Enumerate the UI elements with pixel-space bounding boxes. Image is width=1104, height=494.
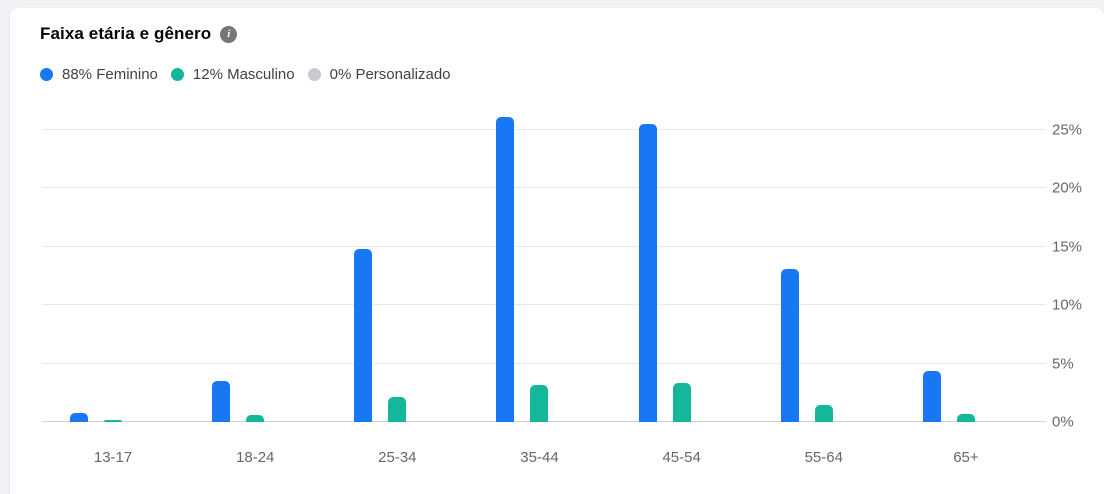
x-tick-label-18-24: 18-24: [236, 449, 275, 466]
legend-dot-personalizado: [307, 68, 321, 81]
bar-feminino-25-34[interactable]: [354, 249, 373, 422]
bar-masculino-13-17[interactable]: [104, 420, 123, 422]
bar-feminino-35-44[interactable]: [496, 117, 515, 422]
bar-group-65+[interactable]: [895, 100, 1037, 422]
bar-group-25-34[interactable]: [326, 100, 468, 422]
bar-feminino-13-17[interactable]: [70, 412, 89, 422]
x-tick-label-55-64: 55-64: [804, 449, 843, 466]
y-tick-label-20: 20%: [1052, 179, 1083, 197]
chart-title: Faixa etária e gênero: [40, 24, 212, 43]
legend-dot-feminino: [40, 68, 53, 81]
y-tick-label-10: 10%: [1052, 296, 1083, 314]
bar-masculino-45-54[interactable]: [672, 383, 691, 422]
x-tick-label-13-17: 13-17: [93, 449, 133, 466]
gridline-15: [42, 245, 1046, 247]
bar-masculino-18-24[interactable]: [246, 415, 265, 422]
legend-item-feminino: 88% Feminino: [40, 66, 158, 83]
legend-dot-masculino: [170, 68, 184, 81]
bar-group-45-54[interactable]: [611, 100, 753, 422]
bar-group-18-24[interactable]: [184, 100, 326, 422]
bar-masculino-35-44[interactable]: [530, 384, 549, 422]
gridline-5: [42, 362, 1046, 364]
bar-group-13-17[interactable]: [42, 100, 184, 422]
chart-header: Faixa etária e gênero i: [40, 24, 238, 44]
bar-feminino-45-54[interactable]: [638, 124, 657, 422]
x-tick-label-45-54: 45-54: [662, 449, 701, 466]
bar-masculino-25-34[interactable]: [388, 397, 407, 422]
legend-item-masculino: 12% Masculino: [170, 66, 295, 83]
y-tick-label-0: 0%: [1052, 413, 1074, 431]
legend-label-masculino: 12% Masculino: [192, 66, 295, 83]
bar-feminino-18-24[interactable]: [212, 381, 231, 422]
gridline-20: [42, 187, 1046, 189]
y-tick-label-15: 15%: [1052, 238, 1083, 256]
gridline-25: [42, 129, 1046, 131]
info-icon[interactable]: i: [220, 25, 238, 43]
bar-group-55-64[interactable]: [753, 100, 895, 422]
y-tick-label-5: 5%: [1052, 355, 1074, 373]
x-axis: 13-17 18-24 25-34 35-44 45-54 55-64 65+: [42, 449, 1037, 467]
x-tick-label-35-44: 35-44: [520, 449, 559, 466]
chart-legend: 88% Feminino 12% Masculino 0% Personalizad…: [40, 66, 451, 83]
bar-group-35-44[interactable]: [468, 100, 610, 422]
bar-feminino-55-64[interactable]: [780, 269, 799, 422]
plot-area: 0% 5% 10% 15% 20% 25%: [42, 100, 1082, 431]
y-tick-label-25: 25%: [1052, 121, 1083, 139]
bar-masculino-65+[interactable]: [956, 413, 975, 422]
chart-card: Faixa etária e gênero i 88% Feminino 12% …: [10, 8, 1104, 494]
bar-feminino-65+[interactable]: [922, 370, 941, 422]
legend-label-personalizado: 0% Personalizado: [329, 66, 451, 83]
x-tick-label-65+: 65+: [953, 449, 979, 466]
bar-masculino-55-64[interactable]: [814, 404, 833, 422]
x-tick-label-25-34: 25-34: [378, 449, 417, 466]
legend-label-feminino: 88% Feminino: [62, 66, 158, 83]
legend-item-personalizado: 0% Personalizado: [307, 66, 451, 83]
gridline-10: [42, 304, 1046, 306]
